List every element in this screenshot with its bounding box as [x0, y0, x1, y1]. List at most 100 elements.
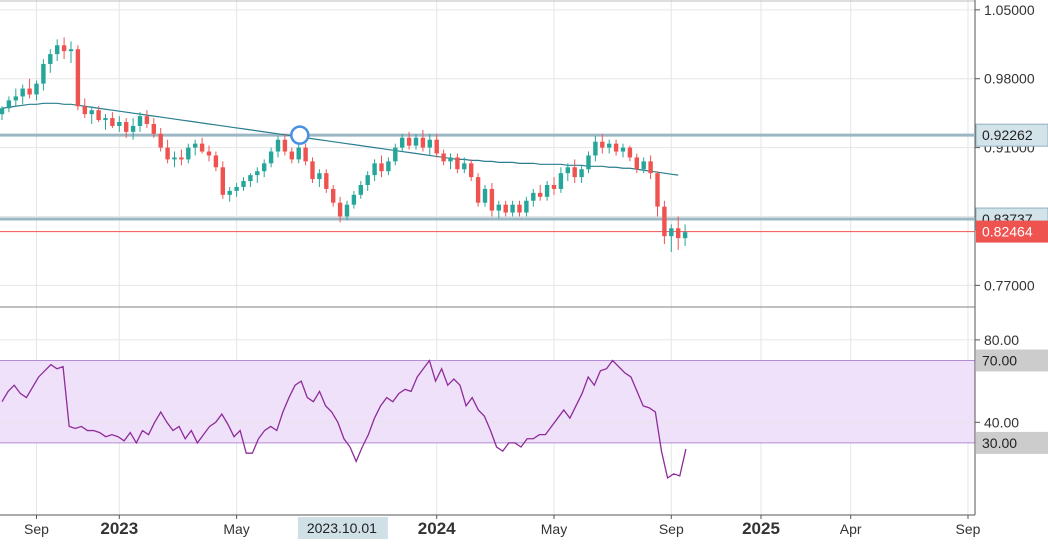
candle-body	[6, 100, 12, 109]
price-level-tag-label: 0.82464	[982, 224, 1033, 240]
candle-body	[282, 139, 288, 152]
candle-body	[531, 192, 536, 201]
crosshair-date-label: 2023.10.01	[307, 520, 377, 536]
candle-body	[406, 137, 412, 146]
candle-body	[600, 141, 605, 148]
candle-body	[579, 169, 584, 178]
candle-body	[289, 151, 294, 160]
rsi-tick-label: 40.00	[984, 414, 1019, 430]
candle-body	[137, 116, 143, 126]
candle-body	[165, 147, 170, 160]
candle-body	[413, 137, 419, 146]
rsi-tick-label: 80.00	[984, 332, 1019, 348]
candle-body	[344, 204, 350, 217]
price-level-tag	[976, 220, 1048, 243]
candle-body	[462, 163, 467, 170]
price-tick-label: 0.98000	[984, 71, 1035, 87]
candle-body	[124, 122, 129, 132]
candle-body	[89, 110, 94, 115]
candle-body	[20, 88, 25, 97]
candle-body	[427, 139, 432, 148]
candle-body	[324, 173, 329, 189]
candle-body	[551, 184, 557, 189]
candle-body	[593, 141, 598, 156]
candle-body	[517, 204, 522, 213]
candle-body	[158, 133, 163, 148]
candle-body	[586, 155, 591, 170]
time-tick-label: Sep	[956, 521, 981, 537]
candle-body	[317, 173, 322, 180]
candle-body	[496, 204, 501, 211]
candle-body	[213, 155, 219, 168]
candle-body	[627, 147, 633, 158]
candle-body	[234, 186, 239, 191]
candle-body	[365, 175, 370, 185]
price-tick-label: 1.05000	[984, 2, 1035, 18]
candle-body	[34, 83, 39, 95]
candle-body	[193, 143, 198, 148]
time-tick-label: Sep	[24, 521, 49, 537]
candle-body	[655, 173, 660, 207]
candle-body	[572, 167, 577, 178]
time-tick-label: May	[541, 521, 567, 537]
candle-body	[434, 139, 439, 154]
rsi-band-tag-label: 70.00	[982, 353, 1017, 369]
candle-body	[310, 161, 315, 180]
candle-body	[441, 153, 446, 162]
candle-body	[220, 167, 225, 195]
candle-body	[420, 137, 426, 148]
drawing-anchor-handle[interactable]	[290, 125, 310, 145]
candle-body	[61, 45, 67, 52]
price-level-tag-label: 0.92262	[982, 127, 1033, 143]
candle-body	[96, 110, 101, 121]
time-tick-label: Apr	[840, 521, 862, 537]
candle-body	[669, 228, 674, 237]
candle-body	[27, 88, 32, 95]
candle-body	[337, 202, 343, 217]
candle-body	[358, 184, 363, 195]
candle-body	[331, 188, 336, 203]
candle-body	[448, 157, 453, 162]
candle-body	[400, 137, 405, 148]
candle-body	[482, 188, 488, 203]
rsi-band	[0, 360, 975, 443]
candle-body	[676, 228, 681, 239]
candle-body	[296, 147, 301, 160]
candle-body	[75, 49, 81, 107]
candle-body	[613, 143, 619, 152]
candle-body	[393, 147, 398, 162]
candle-body	[510, 204, 515, 213]
candle-body	[110, 118, 115, 126]
candle-body	[489, 188, 495, 211]
rsi-band-tag	[976, 431, 1048, 454]
candle-body	[455, 157, 460, 170]
candle-body	[682, 232, 688, 239]
candle-body	[186, 147, 191, 160]
candle-body	[620, 147, 626, 152]
candle-body	[558, 173, 564, 189]
moving-average-line	[1, 102, 679, 176]
rsi-band-tag-label: 30.00	[982, 435, 1017, 451]
candle-body	[199, 143, 205, 152]
candle-body	[255, 171, 260, 176]
price-level-tag	[975, 123, 1048, 147]
rsi-line	[1, 359, 687, 479]
candle-body	[248, 175, 253, 182]
candle-body	[179, 157, 184, 160]
candle-body	[565, 167, 570, 174]
time-tick-label: May	[223, 521, 249, 537]
candle-body	[48, 54, 53, 64]
rsi-band-tag	[976, 349, 1048, 372]
candle-body	[544, 184, 550, 197]
price-tick-label: 0.77000	[984, 277, 1035, 293]
candle-body	[379, 163, 384, 172]
candle-body	[55, 45, 60, 55]
time-tick-label: 2025	[742, 519, 780, 538]
candle-body	[503, 204, 508, 213]
candle-body	[68, 49, 74, 52]
time-tick-label: 2024	[418, 519, 456, 538]
candle-body	[172, 157, 177, 160]
